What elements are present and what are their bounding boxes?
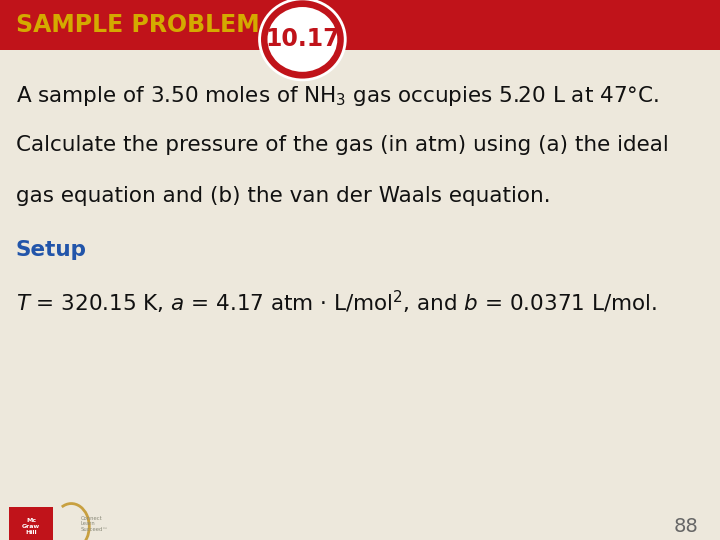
Text: Connect
Learn
Succeed™: Connect Learn Succeed™	[81, 516, 108, 532]
Text: 10.17: 10.17	[265, 28, 340, 51]
Ellipse shape	[261, 0, 344, 78]
Ellipse shape	[267, 7, 337, 72]
Text: Setup: Setup	[16, 240, 87, 260]
Text: A sample of 3.50 moles of NH$_3$ gas occupies 5.20 L at 47°C.: A sample of 3.50 moles of NH$_3$ gas occ…	[16, 84, 659, 107]
Bar	[9, 507, 53, 540]
Text: 88: 88	[674, 517, 698, 536]
Text: SAMPLE PROBLEM: SAMPLE PROBLEM	[16, 13, 259, 37]
Text: Mc
Graw
Hill: Mc Graw Hill	[22, 518, 40, 535]
Bar	[0, 0, 720, 50]
Text: gas equation and (b) the van der Waals equation.: gas equation and (b) the van der Waals e…	[16, 186, 551, 206]
Text: Calculate the pressure of the gas (in atm) using (a) the ideal: Calculate the pressure of the gas (in at…	[16, 135, 669, 155]
Ellipse shape	[258, 0, 346, 81]
Text: $\mathit{T}$ = 320.15 K, $\mathit{a}$ = 4.17 atm · L/mol$^{2}$, and $\mathit{b}$: $\mathit{T}$ = 320.15 K, $\mathit{a}$ = …	[16, 289, 657, 316]
